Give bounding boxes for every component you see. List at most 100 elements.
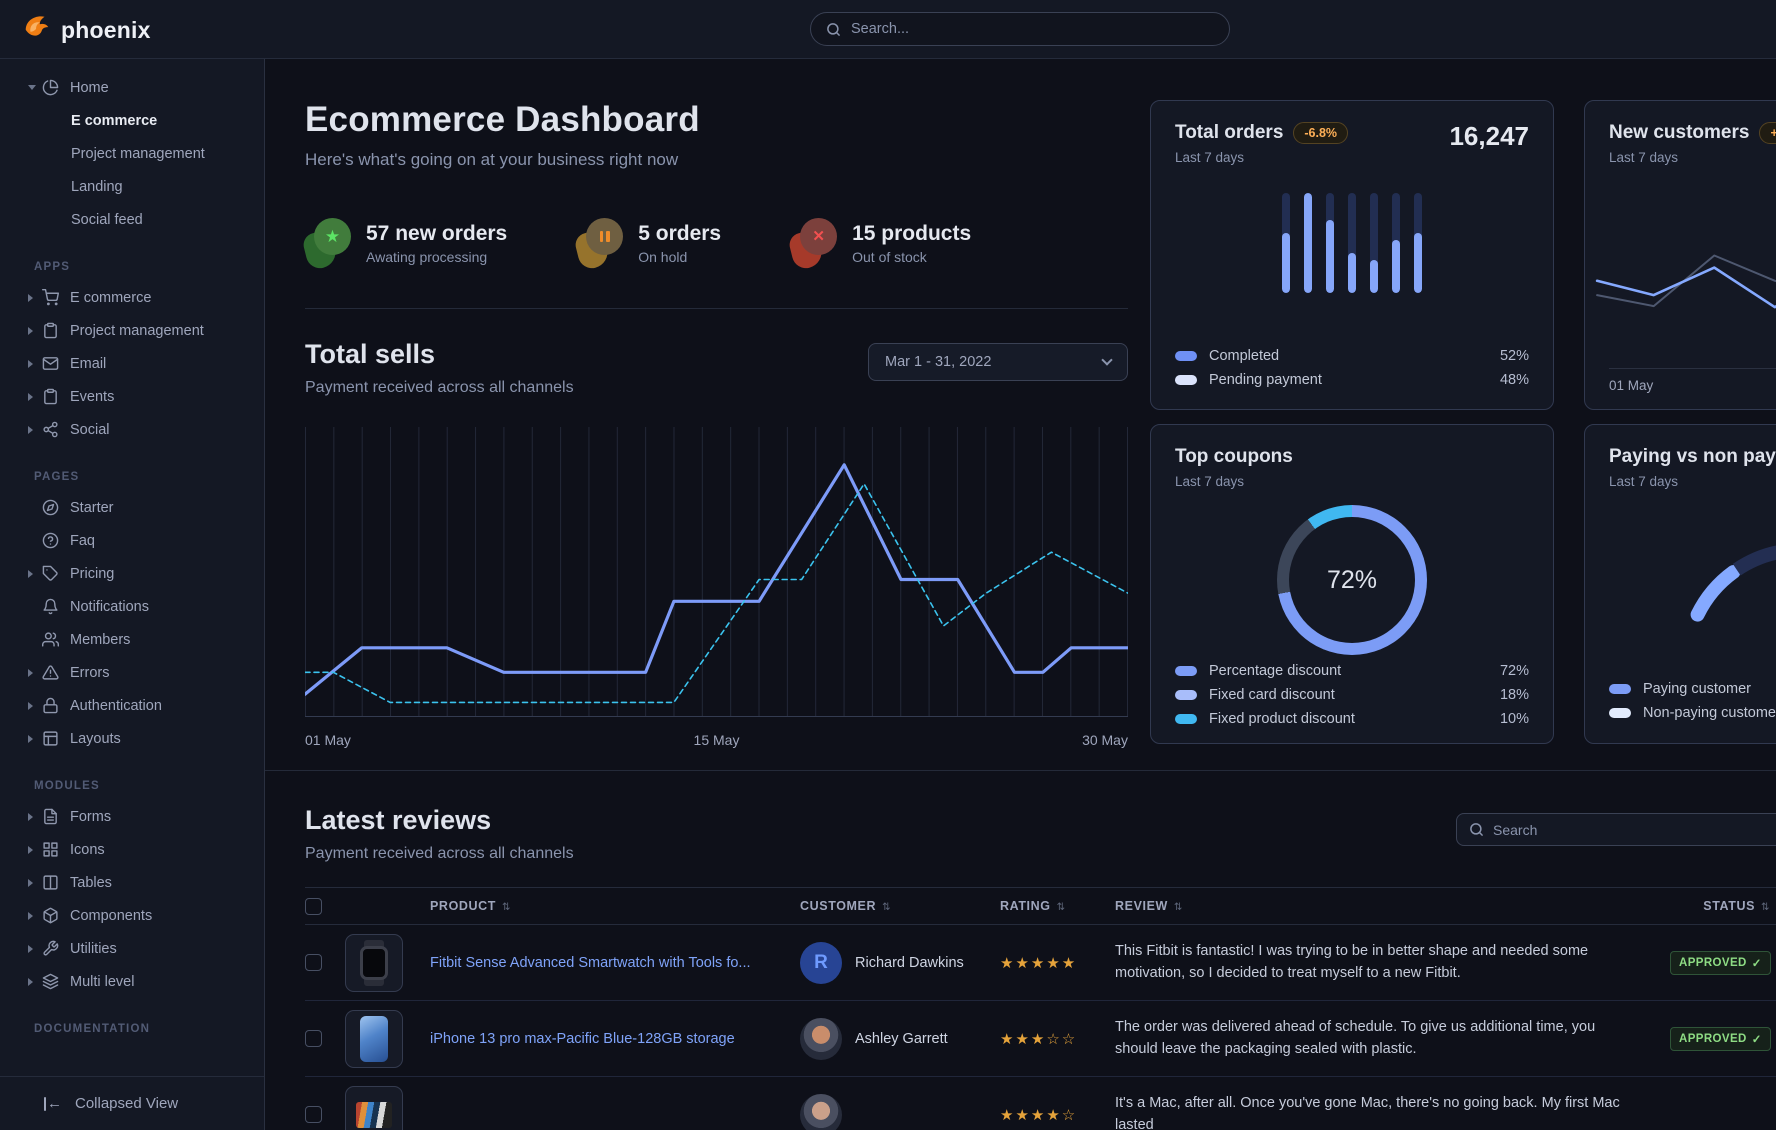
tool-icon	[43, 940, 59, 956]
order-bar	[1326, 193, 1334, 293]
legend-item: Completed 52%	[1175, 348, 1529, 364]
sidebar-item-label: Icons	[70, 841, 105, 858]
customer-avatar: R	[800, 941, 842, 984]
compass-icon	[42, 499, 59, 516]
legend-label: Completed	[1209, 348, 1280, 364]
reviews-search[interactable]	[1456, 813, 1776, 846]
date-range-select[interactable]: Mar 1 - 31, 2022	[868, 343, 1128, 381]
sidebar-item-layouts[interactable]: Layouts	[0, 722, 264, 755]
caret-right-icon	[28, 734, 33, 743]
total-sells-chart	[305, 427, 1128, 717]
select-all-checkbox[interactable]	[305, 897, 322, 915]
clipboard-icon	[44, 322, 57, 339]
customer-avatar	[800, 1017, 842, 1060]
tag-icon	[42, 565, 58, 581]
customer-avatar	[800, 1093, 842, 1130]
sidebar-item-e-commerce[interactable]: E commerce	[0, 281, 264, 314]
column-header-review[interactable]: REVIEW ⇅	[1115, 899, 1183, 913]
order-bar	[1282, 193, 1290, 293]
page-title: Ecommerce Dashboard	[305, 100, 700, 139]
sidebar-item-faq[interactable]: Faq	[0, 524, 264, 557]
sidebar-item-label: Starter	[70, 499, 114, 516]
total-orders-legend: Completed 52% Pending payment 48%	[1175, 340, 1529, 388]
paying-legend: Paying customer Non-paying customer	[1609, 673, 1776, 721]
reviews-search-input[interactable]	[1493, 821, 1776, 838]
sidebar-item-events[interactable]: Events	[0, 380, 264, 413]
column-header-product[interactable]: PRODUCT ⇅	[430, 899, 511, 913]
file-icon	[44, 808, 57, 825]
sidebar-subitem-landing[interactable]: Landing	[71, 178, 123, 195]
total-sells-x-axis: 01 May 15 May 30 May	[305, 732, 1128, 748]
clipboard-icon	[44, 388, 57, 405]
sidebar-subitem-project-management[interactable]: Project management	[71, 145, 205, 162]
sidebar-item-components[interactable]: Components	[0, 899, 264, 932]
customer-name: Ashley Garrett	[855, 1030, 948, 1047]
x-icon: ✕	[812, 228, 825, 245]
column-header-status[interactable]: STATUS ⇅	[1703, 899, 1770, 913]
sidebar-item-email[interactable]: Email	[0, 347, 264, 380]
order-bar	[1304, 193, 1312, 293]
new-customers-title: New customers	[1609, 122, 1750, 143]
stat-blob-icon: ★	[301, 218, 351, 272]
sidebar-item-notifications[interactable]: Notifications	[0, 590, 264, 623]
sidebar-item-label: E commerce	[70, 289, 152, 306]
global-search-input[interactable]	[851, 21, 1214, 37]
sidebar-subitem-e-commerce[interactable]: E commerce	[71, 112, 158, 129]
sidebar-item-project-management[interactable]: Project management	[0, 314, 264, 347]
users-icon	[42, 632, 59, 647]
total-orders-bar-chart	[1175, 193, 1529, 293]
reviews-title: Latest reviews	[305, 805, 492, 835]
sidebar-item-tables[interactable]: Tables	[0, 866, 264, 899]
product-thumbnail	[345, 1009, 403, 1068]
row-checkbox[interactable]	[305, 1106, 322, 1123]
row-checkbox[interactable]	[305, 954, 322, 971]
brand-logo[interactable]: phoenix	[22, 13, 151, 48]
sidebar-item-home[interactable]: Home	[0, 71, 264, 104]
total-sells-header: Total sells Payment received across all …	[305, 339, 1128, 397]
legend-label: Percentage discount	[1209, 663, 1342, 679]
legend-swatch	[1175, 666, 1197, 676]
sidebar-item-starter[interactable]: Starter	[0, 491, 264, 524]
sidebar-item-forms[interactable]: Forms	[0, 800, 264, 833]
sidebar-item-errors[interactable]: Errors	[0, 656, 264, 689]
sidebar-item-icons[interactable]: Icons	[0, 833, 264, 866]
layers-icon	[42, 973, 59, 990]
product-link[interactable]: Fitbit Sense Advanced Smartwatch with To…	[430, 954, 751, 971]
top-coupons-period: Last 7 days	[1175, 474, 1245, 489]
grid-icon	[43, 842, 58, 857]
global-search[interactable]	[810, 12, 1230, 46]
order-bar	[1370, 193, 1378, 293]
sidebar-item-multi-level[interactable]: Multi level	[0, 965, 264, 998]
product-link[interactable]: iPhone 13 pro max-Pacific Blue-128GB sto…	[430, 1030, 735, 1047]
order-bar	[1414, 193, 1422, 293]
sidebar-item-label: Project management	[70, 322, 204, 339]
customer-cell	[800, 1093, 1000, 1130]
order-bar	[1392, 193, 1400, 293]
total-sells-title: Total sells	[305, 339, 436, 369]
column-header-customer[interactable]: CUSTOMER ⇅	[800, 899, 892, 913]
new-customers-line-chart	[1585, 228, 1776, 343]
stat-caption: Awating processing	[366, 248, 488, 265]
legend-label: Fixed product discount	[1209, 711, 1355, 727]
sidebar-section-label: DOCUMENTATION	[34, 1023, 151, 1035]
sidebar-subitem-social-feed[interactable]: Social feed	[71, 211, 143, 228]
legend-swatch	[1175, 351, 1197, 361]
sidebar-item-members[interactable]: Members	[0, 623, 264, 656]
sidebar-item-authentication[interactable]: Authentication	[0, 689, 264, 722]
sidebar-item-pricing[interactable]: Pricing	[0, 557, 264, 590]
row-checkbox[interactable]	[305, 1030, 322, 1047]
column-header-rating[interactable]: RATING ⇅	[1000, 899, 1066, 913]
sidebar-section-label: APPS	[34, 261, 71, 273]
sidebar-item-social[interactable]: Social	[0, 413, 264, 446]
legend-value: 52%	[1499, 348, 1529, 364]
caret-right-icon	[28, 293, 33, 302]
top-coupons-donut-chart: 72%	[1175, 505, 1529, 655]
check-icon: ✓	[1751, 957, 1762, 970]
phoenix-logo-icon	[22, 13, 52, 48]
sidebar-item-utilities[interactable]: Utilities	[0, 932, 264, 965]
stat-caption: On hold	[638, 248, 688, 265]
legend-item: Fixed product discount 10%	[1175, 711, 1529, 727]
collapsed-view-toggle[interactable]: ← Collapsed View	[0, 1076, 264, 1130]
legend-swatch	[1175, 690, 1197, 700]
kpi-cards-grid: Total orders -6.8% 16,247 Last 7 days Co…	[1150, 100, 1776, 770]
